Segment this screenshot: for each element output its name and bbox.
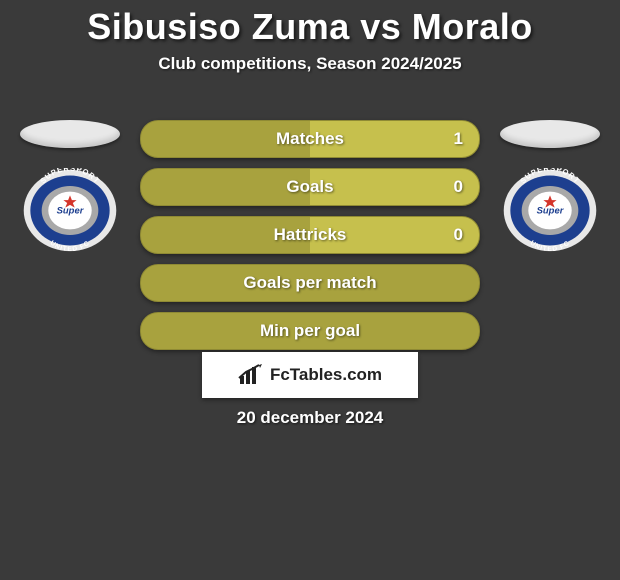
svg-text:Super: Super — [537, 205, 565, 216]
stat-row: Matches1 — [140, 120, 480, 158]
stat-row: Goals0 — [140, 168, 480, 206]
stat-value-right: 1 — [454, 121, 463, 157]
attribution-banner: FcTables.com — [202, 352, 418, 398]
stat-row: Min per goal — [140, 312, 480, 350]
subtitle: Club competitions, Season 2024/2025 — [0, 54, 620, 74]
player-head-placeholder — [20, 120, 120, 148]
svg-text:Super: Super — [57, 205, 85, 216]
comparison-card: Sibusiso Zuma vs Moralo Club competition… — [0, 0, 620, 580]
stat-label: Hattricks — [141, 217, 479, 253]
page-title: Sibusiso Zuma vs Moralo — [0, 0, 620, 48]
date-text: 20 december 2024 — [0, 408, 620, 428]
stat-value-right: 0 — [454, 169, 463, 205]
stat-label: Min per goal — [141, 313, 479, 349]
stat-rows: Matches1Goals0Hattricks0Goals per matchM… — [140, 120, 480, 360]
stat-label: Goals per match — [141, 265, 479, 301]
right-club-badge: SUPERSPORT UNITED FC Super — [501, 168, 599, 253]
left-club-badge: SUPERSPORT UNITED FC Super — [21, 168, 119, 253]
stat-row: Hattricks0 — [140, 216, 480, 254]
left-player-column: SUPERSPORT UNITED FC Super — [10, 120, 130, 253]
stat-label: Matches — [141, 121, 479, 157]
player-head-placeholder — [500, 120, 600, 148]
stat-row: Goals per match — [140, 264, 480, 302]
right-player-column: SUPERSPORT UNITED FC Super — [490, 120, 610, 253]
stat-value-right: 0 — [454, 217, 463, 253]
bar-chart-icon — [238, 364, 264, 386]
attribution-text: FcTables.com — [270, 365, 382, 385]
stat-label: Goals — [141, 169, 479, 205]
